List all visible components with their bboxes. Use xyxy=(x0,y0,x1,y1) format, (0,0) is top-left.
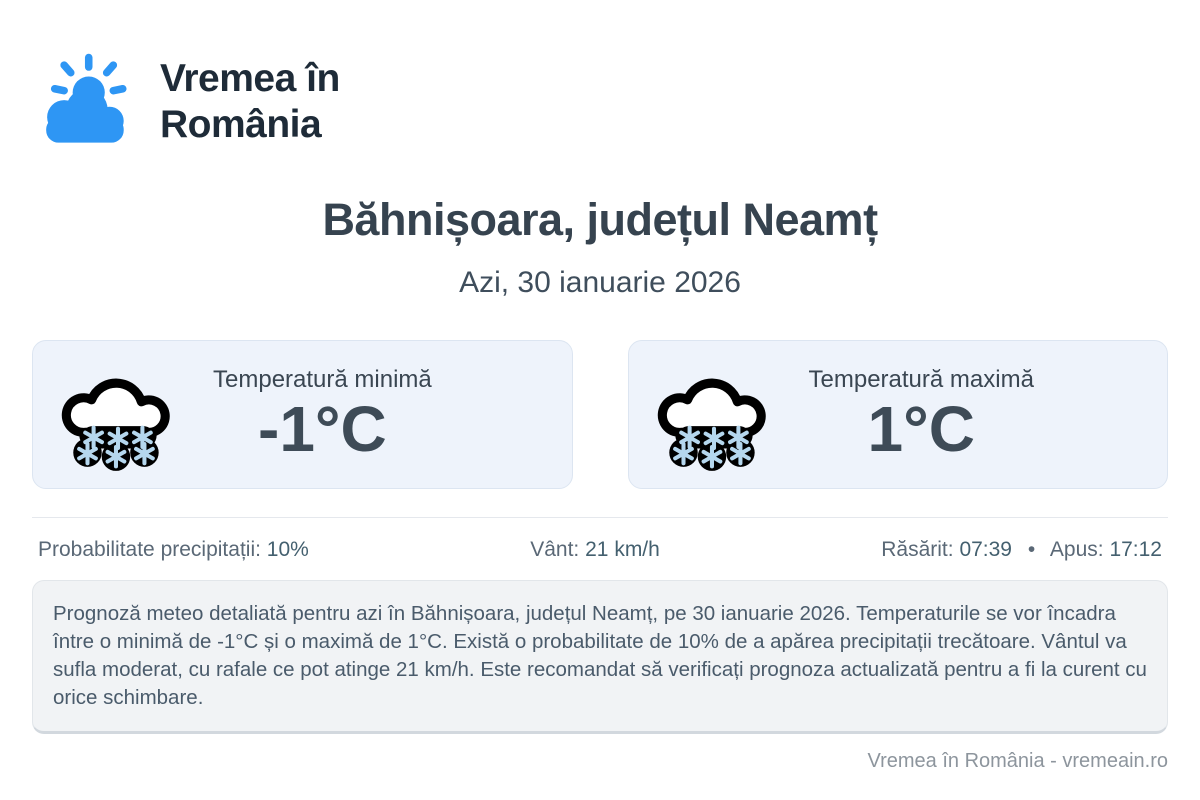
footer-credit: Vremea în România - vremeain.ro xyxy=(867,750,1169,772)
max-temp-value: 1°C xyxy=(867,392,975,465)
page-title: Băhnișoara, județul Neamț xyxy=(322,194,878,245)
min-temp-label: Temperatură minimă xyxy=(213,365,432,393)
snow-cloud-icon xyxy=(57,359,179,471)
site-logo[interactable]: Vremea în România xyxy=(32,50,1168,154)
forecast-description: Prognoză meteo detaliată pentru azi în B… xyxy=(32,580,1168,734)
snow-cloud-icon xyxy=(653,359,775,471)
precipitation-label: Probabilitate precipitații: xyxy=(38,538,261,561)
site-logo-text: Vremea în România xyxy=(160,56,340,147)
min-temp-card: Temperatură minimă -1°C xyxy=(32,340,573,489)
sun-stat: Răsărit: 07:39 • Apus: 17:12 xyxy=(881,538,1162,562)
precipitation-value: 10% xyxy=(266,538,309,561)
temperature-cards: Temperatură minimă -1°C Temperatură maxi… xyxy=(32,340,1168,489)
precipitation-stat: Probabilitate precipitații: 10% xyxy=(38,538,309,562)
stats-divider xyxy=(32,517,1168,518)
max-temp-text: Temperatură maximă 1°C xyxy=(809,366,1034,463)
min-temp-value: -1°C xyxy=(258,392,387,465)
wind-label: Vânt: xyxy=(530,538,580,561)
sunrise-label: Răsărit: xyxy=(881,538,954,561)
wind-stat: Vânt: 21 km/h xyxy=(530,538,660,562)
date-subtitle: Azi, 30 ianuarie 2026 xyxy=(459,266,741,299)
max-temp-card: Temperatură maximă 1°C xyxy=(627,340,1168,489)
sunset-label: Apus: xyxy=(1049,538,1104,561)
logo-line1: Vremea în xyxy=(160,57,340,101)
bullet-separator: • xyxy=(1027,538,1036,561)
wind-value: 21 km/h xyxy=(585,538,660,561)
logo-line2: România xyxy=(160,103,322,146)
sunset-value: 17:12 xyxy=(1109,538,1162,561)
stats-row: Probabilitate precipitații: 10% Vânt: 21… xyxy=(32,518,1168,576)
sun-cloud-icon xyxy=(32,50,136,154)
max-temp-label: Temperatură maximă xyxy=(808,365,1034,393)
sunrise-value: 07:39 xyxy=(959,538,1012,561)
min-temp-text: Temperatură minimă -1°C xyxy=(213,366,432,463)
